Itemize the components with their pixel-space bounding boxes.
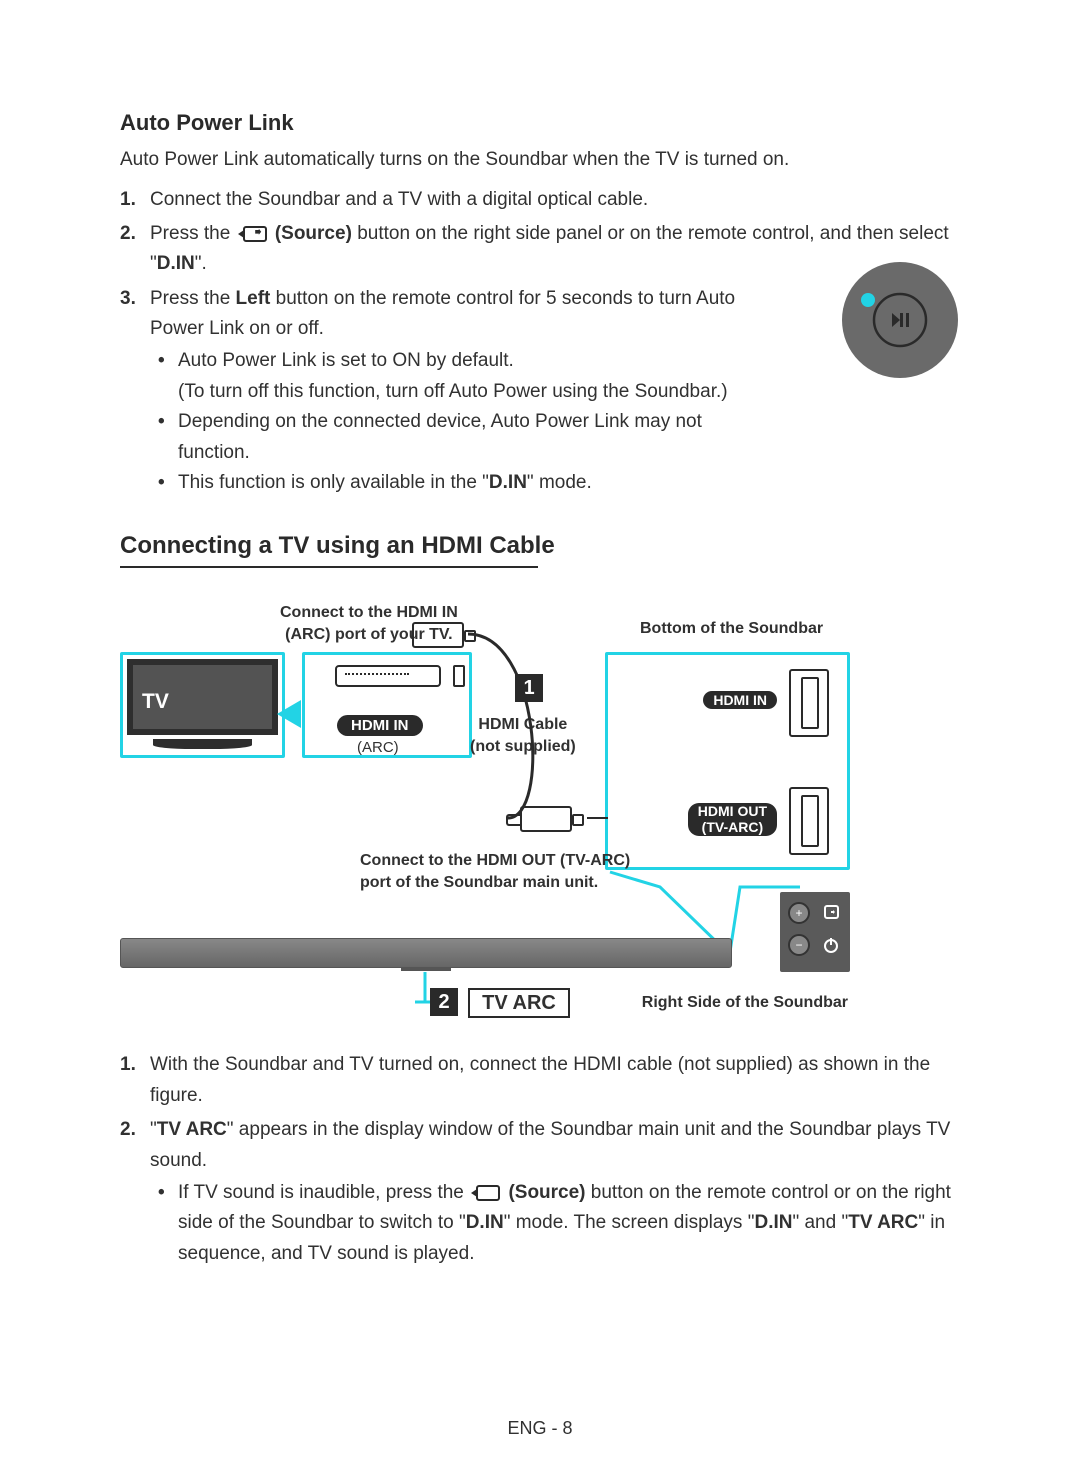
heading-underline	[120, 566, 538, 568]
step-number: 1.	[120, 1050, 136, 1080]
bullet-depending: Depending on the connected device, Auto …	[178, 407, 750, 468]
bullet-inaudible: If TV sound is inaudible, press the (Sou…	[178, 1178, 980, 1269]
step3-bullets: Auto Power Link is set to ON by default.…	[150, 346, 750, 498]
tv-arc-bold: TV ARC	[157, 1119, 227, 1140]
bullet-on-default: Auto Power Link is set to ON by default.…	[178, 346, 750, 407]
bullet-text: Depending on the connected device, Auto …	[178, 411, 702, 462]
intro-text: Auto Power Link automatically turns on t…	[120, 146, 980, 175]
tv-label: TV	[142, 690, 169, 714]
din-bold: D.IN	[157, 253, 195, 274]
step-text: With the Soundbar and TV turned on, conn…	[150, 1054, 930, 1105]
step-text: "	[150, 1119, 157, 1140]
source-label: (Source)	[275, 223, 352, 244]
label-right-side: Right Side of the Soundbar	[642, 992, 848, 1014]
step-1: 1. Connect the Soundbar and a TV with a …	[150, 185, 980, 215]
connection-diagram: Connect to the HDMI IN (ARC) port of you…	[120, 602, 950, 1032]
tv-arc-bold: TV ARC	[848, 1212, 918, 1233]
din-bold: D.IN	[489, 472, 527, 493]
tv-arc-display-box: TV ARC	[468, 988, 570, 1018]
bullet-din-only: This function is only available in the "…	[178, 468, 750, 498]
step-text: ".	[195, 253, 207, 274]
soundbar-side-panel: + −	[780, 892, 850, 972]
step-text: " appears in the display window of the S…	[150, 1119, 950, 1170]
source-label: (Source)	[508, 1182, 585, 1203]
step-text: Press the	[150, 288, 236, 309]
din-bold: D.IN	[466, 1212, 504, 1233]
step-text: Press the	[150, 223, 236, 244]
step-text: button on the right side panel or on the…	[150, 223, 949, 274]
bullet-text: This function is only available in the "	[178, 472, 489, 493]
bullet-text: " mode. The screen displays "	[504, 1212, 755, 1233]
remote-control-icon	[840, 260, 960, 380]
power-icon	[822, 936, 840, 959]
hdmi-step-1: 1. With the Soundbar and TV turned on, c…	[150, 1050, 980, 1111]
volume-minus-icon: −	[788, 934, 810, 956]
din-bold: D.IN	[754, 1212, 792, 1233]
bullet-text: If TV sound is inaudible, press the	[178, 1182, 469, 1203]
soundbar-icon	[120, 938, 732, 968]
bullet-text: " and "	[792, 1212, 848, 1233]
hdmi-step-2: 2. "TV ARC" appears in the display windo…	[150, 1115, 980, 1269]
step-number: 2.	[120, 219, 136, 249]
hdmi-step-2-bullets: If TV sound is inaudible, press the (Sou…	[150, 1178, 980, 1269]
step-3: 3. Press the Left button on the remote c…	[150, 284, 750, 499]
heading-auto-power-link: Auto Power Link	[120, 110, 980, 136]
step-number: 2.	[120, 1115, 136, 1145]
source-icon	[469, 1183, 503, 1203]
step-badge-2: 2	[430, 988, 458, 1016]
heading-hdmi: Connecting a TV using an HDMI Cable	[120, 532, 980, 560]
step-number: 1.	[120, 185, 136, 215]
step-number: 3.	[120, 284, 136, 314]
source-icon	[822, 902, 842, 927]
volume-plus-icon: +	[788, 902, 810, 924]
page-footer: ENG - 8	[0, 1418, 1080, 1439]
bullet-text: Auto Power Link is set to ON by default.	[178, 350, 514, 371]
bullet-text: (To turn off this function, turn off Aut…	[178, 381, 728, 402]
source-icon	[236, 224, 270, 244]
bullet-text: " mode.	[527, 472, 592, 493]
left-bold: Left	[236, 288, 271, 309]
hdmi-steps: 1. With the Soundbar and TV turned on, c…	[120, 1050, 980, 1269]
step-text: Connect the Soundbar and a TV with a dig…	[150, 189, 648, 210]
